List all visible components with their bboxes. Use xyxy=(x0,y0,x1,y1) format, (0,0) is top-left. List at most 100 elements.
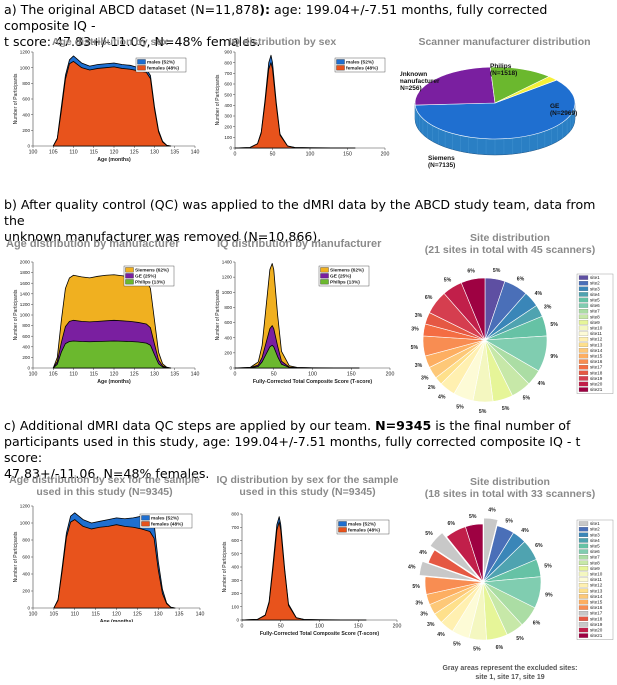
pie-pct-label: 5% xyxy=(516,636,524,642)
legend-label: females (48%) xyxy=(147,65,179,71)
legend-swatch xyxy=(578,582,589,588)
legend-swatch xyxy=(578,342,589,347)
x-tick-label: 0 xyxy=(241,624,244,630)
c-site-pie: 4%5%4%6%5%9%6%5%6%5%5%4%3%3%3%5%4%4%5%6%… xyxy=(408,508,614,653)
pie-pct-label: 6% xyxy=(496,645,504,651)
x-axis-label: Age (months) xyxy=(100,619,134,622)
y-tick-label: 400 xyxy=(224,103,232,108)
pie-pct-label: 3% xyxy=(411,326,419,332)
legend-label: females (48%) xyxy=(151,521,183,527)
c-site-title: Site distribution (18 sites in total wit… xyxy=(405,476,615,500)
legend-swatch xyxy=(578,577,589,582)
legend-label: site15 xyxy=(590,600,603,605)
legend-box xyxy=(139,513,193,529)
legend-swatch xyxy=(578,348,589,353)
legend-swatch xyxy=(578,627,589,633)
y-axis-label: Number of Participants xyxy=(215,74,221,125)
y-tick-label: 300 xyxy=(231,578,239,583)
c-site-subtitle: (18 sites in total with 33 scanners) xyxy=(424,488,596,500)
pie-slice-site21 xyxy=(465,523,484,583)
x-tick-label: 0 xyxy=(234,152,237,158)
c-age-chart: 0 200 400 600 800 1000 1200 100 105 110 115 120 125 1… xyxy=(13,504,204,622)
legend-swatch xyxy=(578,538,589,543)
x-tick-label: 105 xyxy=(50,612,59,618)
y-tick-label: 400 xyxy=(224,335,232,340)
legend-label: site3 xyxy=(590,286,600,291)
pie-slice-site19 xyxy=(429,532,479,579)
y-tick-label: 100 xyxy=(224,135,232,140)
legend-swatch xyxy=(578,370,589,375)
pie-label-line: (N=2969) xyxy=(550,110,577,117)
x-tick-label: 130 xyxy=(150,150,159,156)
x-tick-label: 100 xyxy=(29,612,38,618)
legend-label: site1 xyxy=(590,275,600,280)
x-tick-label: 150 xyxy=(343,152,352,158)
legend-box xyxy=(123,265,175,287)
c-site-footnote-line1: Gray areas represent the excluded sites: xyxy=(442,665,578,672)
y-axis-label: Number of Participants xyxy=(13,531,19,582)
y-tick-label: 1800 xyxy=(20,270,31,275)
legend-swatch xyxy=(578,387,589,392)
section-c-heading-pre: c) Additional dMRI data QC steps are app… xyxy=(4,418,376,433)
x-tick-label: 100 xyxy=(29,150,38,156)
legend-label: site21 xyxy=(590,387,603,392)
pie-pct-label: 5% xyxy=(456,404,464,410)
x-tick-label: 130 xyxy=(150,372,159,378)
y-tick-label: 1000 xyxy=(222,290,233,295)
x-tick-label: 140 xyxy=(191,372,200,378)
legend-swatch xyxy=(578,320,589,325)
x-tick-label: 105 xyxy=(49,372,58,378)
x-tick-label: 100 xyxy=(29,372,38,378)
pie-slice-philips xyxy=(489,66,550,104)
legend-swatch xyxy=(578,549,589,554)
legend-label: site16 xyxy=(590,359,603,364)
legend-swatch xyxy=(578,303,589,308)
c-iq-chart: 0 100 200 300 400 500 600 700 800 0 50 100 150 200 Ful… xyxy=(222,512,401,637)
y-tick-label: 200 xyxy=(224,350,232,355)
legend-swatch xyxy=(125,267,134,273)
x-axis-label: Age (months) xyxy=(97,379,131,385)
legend-swatch xyxy=(320,267,329,273)
section-b-heading: b) After quality control (QC) was applie… xyxy=(4,197,616,245)
x-tick-label: 115 xyxy=(90,150,98,156)
y-tick-label: 1600 xyxy=(20,281,31,286)
legend-swatch xyxy=(578,594,589,599)
b-site-title: Site distribution (21 sites in total wit… xyxy=(405,232,615,256)
legend-swatch xyxy=(578,571,589,577)
legend-swatch xyxy=(125,279,134,285)
pie-pct-label: 9% xyxy=(545,592,553,598)
x-tick-label: 115 xyxy=(90,372,98,378)
legend-label: males (52%) xyxy=(147,59,175,65)
pie-label-line: manufacturer xyxy=(400,78,440,85)
legend: males (52%)females (48%) xyxy=(139,513,193,529)
section-b-heading-line2: unknown manufacturer was removed (N=10,8… xyxy=(4,229,322,244)
x-tick-label: 135 xyxy=(175,612,184,618)
legend-label: site7 xyxy=(590,555,600,560)
y-tick-label: 0 xyxy=(27,144,30,149)
legend-swatch xyxy=(578,325,589,331)
pie-pct-label: 5% xyxy=(473,647,481,653)
x-tick-label: 115 xyxy=(91,612,99,618)
legend-swatch xyxy=(578,376,589,381)
pie-pct-label: 3% xyxy=(415,600,423,606)
b-iq-chart: 0 200 400 600 800 1000 1200 1400 0 50 100 150 200 Ful… xyxy=(215,260,394,385)
legend-label: site17 xyxy=(590,365,603,370)
pie-pct-label: 5% xyxy=(469,514,477,520)
legend: males (52%)females (48%) xyxy=(334,57,386,73)
legend-label: males (52%) xyxy=(151,515,179,521)
c-iq-title: IQ distribution by sex for the sample us… xyxy=(216,474,399,498)
legend-swatch xyxy=(320,273,329,279)
legend-label: site19 xyxy=(590,376,603,381)
pie-pct-label: 6% xyxy=(533,620,541,626)
x-tick-label: 120 xyxy=(110,372,119,378)
a-iq-chart: 0 100 200 300 400 500 600 700 800 900 0 50 100 150 200… xyxy=(215,50,389,158)
legend-swatch xyxy=(578,566,589,571)
x-tick-label: 110 xyxy=(69,372,77,378)
legend-swatch xyxy=(578,633,589,638)
pie-slice-site21 xyxy=(460,277,486,341)
legend-swatch xyxy=(320,279,329,285)
pie-pct-label: 6% xyxy=(448,521,456,527)
pie-pct-label: 4% xyxy=(438,394,446,400)
x-tick-label: 50 xyxy=(278,624,284,630)
pie-pct-label: 4% xyxy=(538,381,546,387)
